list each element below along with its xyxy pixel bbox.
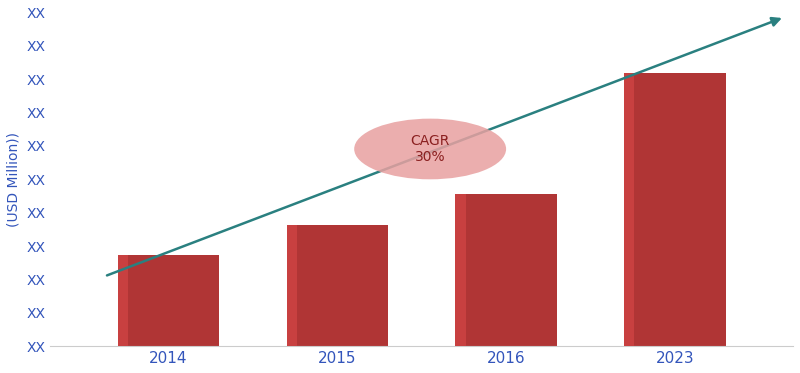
Bar	[286, 225, 388, 346]
Bar	[118, 255, 128, 346]
Text: CAGR
30%: CAGR 30%	[410, 134, 450, 164]
Ellipse shape	[354, 119, 506, 179]
Bar	[118, 255, 219, 346]
Bar	[624, 73, 634, 346]
Bar	[624, 73, 726, 346]
Bar	[455, 194, 557, 346]
Bar	[286, 225, 297, 346]
Y-axis label: (USD Million)): (USD Million))	[7, 132, 21, 227]
Bar	[455, 194, 466, 346]
